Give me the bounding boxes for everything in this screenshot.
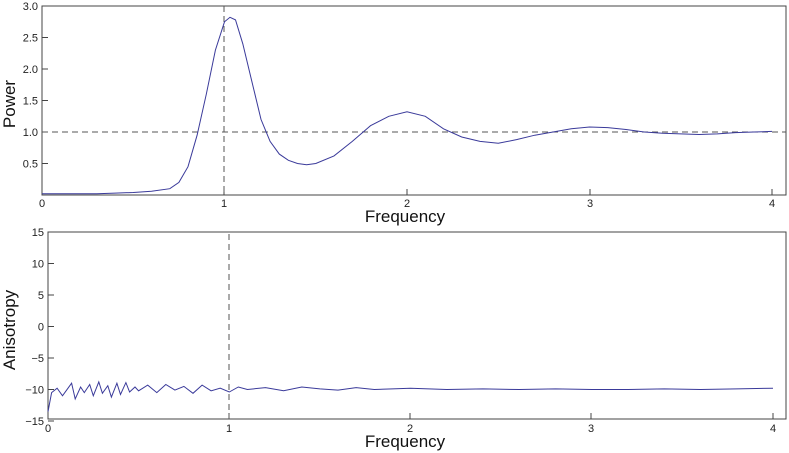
- power-x-tick-label: 2: [404, 198, 410, 210]
- anisotropy-x-tick-label: 1: [226, 423, 232, 435]
- anisotropy-y-tick-labels: −15 −10 −5 0 5 10 15: [25, 227, 44, 428]
- power-y-tick-label: 2.0: [23, 64, 38, 76]
- power-y-tick-label: 2.5: [23, 33, 38, 45]
- power-y-tick-label: 1.5: [23, 96, 38, 108]
- power-y-ticks: [42, 5, 48, 164]
- power-x-tick-labels: 0 1 2 3 4: [39, 198, 775, 210]
- anisotropy-y-tick-label: 10: [32, 259, 44, 271]
- power-y-tick-label: 0.5: [23, 159, 38, 171]
- power-x-tick-label: 0: [39, 198, 45, 210]
- power-series-line: [42, 16, 773, 195]
- anisotropy-y-tick-label: 0: [38, 322, 44, 334]
- anisotropy-x-tick-label: 2: [407, 423, 413, 435]
- power-x-tick-label: 4: [769, 198, 775, 210]
- anisotropy-x-tick-label: 0: [45, 423, 51, 435]
- anisotropy-y-tick-label: −15: [25, 416, 44, 428]
- anisotropy-x-ticks: [47, 413, 774, 419]
- power-x-axis-title: Frequency: [365, 207, 446, 226]
- anisotropy-series-line: [47, 380, 774, 412]
- anisotropy-x-tick-labels: 0 1 2 3 4: [45, 423, 776, 435]
- power-chart: 0.5 1.0 1.5 2.0 2.5 3.0 0 1 2 3 4 Freque…: [0, 1, 787, 226]
- anisotropy-y-tick-label: −10: [25, 385, 44, 397]
- anisotropy-y-tick-label: −5: [31, 353, 44, 365]
- power-plot-frame: [41, 5, 787, 196]
- anisotropy-chart: −15 −10 −5 0 5 10 15 0 1 2 3 4 Frequency…: [0, 227, 787, 451]
- anisotropy-x-axis-title: Frequency: [365, 432, 446, 451]
- anisotropy-x-tick-label: 4: [770, 423, 776, 435]
- anisotropy-x-tick-label: 3: [588, 423, 594, 435]
- power-x-ticks: [41, 189, 773, 195]
- power-y-tick-label: 3.0: [23, 1, 38, 13]
- anisotropy-plot-frame: [47, 231, 787, 420]
- power-y-tick-labels: 0.5 1.0 1.5 2.0 2.5 3.0: [23, 1, 38, 171]
- anisotropy-y-axis-title: Anisotropy: [0, 289, 19, 370]
- anisotropy-y-tick-label: 15: [32, 227, 44, 239]
- anisotropy-y-ticks: [48, 231, 54, 422]
- power-x-tick-label: 3: [587, 198, 593, 210]
- power-y-tick-label: 1.0: [23, 127, 38, 139]
- power-y-axis-title: Power: [0, 80, 19, 129]
- power-x-tick-label: 1: [221, 198, 227, 210]
- anisotropy-y-tick-label: 5: [38, 290, 44, 302]
